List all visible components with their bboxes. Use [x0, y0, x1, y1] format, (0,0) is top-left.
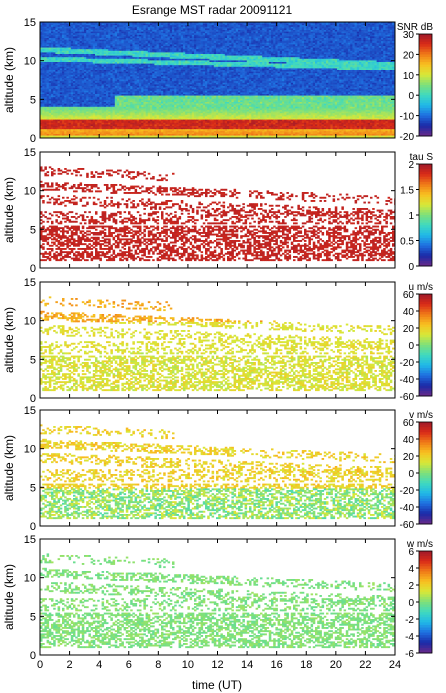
y-tick-label: 0	[30, 521, 36, 533]
colorbar-tick-label: -20	[400, 486, 415, 497]
y-tick-label: 10	[24, 573, 36, 585]
colorbar-tick-label: 0.5	[400, 237, 414, 248]
colorbar-tick-label: 6	[408, 547, 414, 558]
panel-v: 0 5 10 15 altitude (km) 60 40 20 0 -20 -40 -60 v m/s	[2, 405, 433, 533]
colorbar-tick-label: -20	[400, 132, 415, 143]
y-axis-label: altitude (km)	[2, 435, 16, 501]
colorbar-tick-label: 40	[403, 307, 415, 318]
y-tick-label: 0	[30, 133, 36, 145]
x-tick-label: 0	[37, 659, 43, 671]
colorbar-tick-label: 2	[408, 160, 414, 171]
panel-tau: 0 5 10 15 altitude (km) 2 1.5 1 0.5 0 tau S	[2, 147, 433, 275]
heatmap-w	[40, 553, 395, 649]
colorbar-tick-label: 10	[403, 71, 415, 82]
x-tick-label: 6	[126, 659, 132, 671]
colorbar-tick-label: -4	[405, 632, 414, 643]
y-tick-label: 5	[30, 94, 36, 106]
panel-snr: 0 5 10 15 altitude (km) 30 20 10 0 -10 -20 SNR dB	[2, 17, 433, 145]
colorbar-tick-label: 1	[408, 211, 414, 222]
y-tick-label: 10	[24, 56, 36, 68]
x-axis-label: time (UT)	[192, 678, 242, 692]
colorbar-tick-label: 0	[408, 598, 414, 609]
colorbar-tau: 2 1.5 1 0.5 0 tau S	[400, 152, 433, 273]
y-tick-label: 15	[24, 405, 36, 417]
colorbar-tick-label: 40	[403, 435, 415, 446]
colorbar-tick-label: 20	[403, 324, 415, 335]
y-axis-label: altitude (km)	[2, 47, 16, 113]
colorbar-tick-label: 60	[403, 290, 415, 301]
colorbar-tick-label: 1.5	[400, 186, 414, 197]
colorbar-tick-label: -60	[400, 392, 415, 403]
colorbar-label: w m/s	[406, 539, 433, 550]
figure-title: Esrange MST radar 20091121	[132, 3, 293, 17]
panel-u: 0 5 10 15 altitude (km) 60 40 20 0 -20 -40 -60 u m/s	[2, 277, 433, 405]
colorbar-tick-label: -40	[400, 503, 415, 514]
y-tick-label: 0	[30, 650, 36, 662]
y-tick-label: 0	[30, 393, 36, 405]
y-tick-label: 10	[24, 316, 36, 328]
y-tick-label: 5	[30, 611, 36, 623]
colorbar-tick-label: -10	[400, 112, 415, 123]
y-tick-label: 5	[30, 224, 36, 236]
y-tick-label: 5	[30, 354, 36, 366]
x-tick-label: 20	[330, 659, 342, 671]
colorbar-u: 60 40 20 0 -20 -40 -60 u m/s	[400, 282, 433, 403]
x-tick-label: 10	[182, 659, 194, 671]
colorbar-tick-label: 4	[408, 564, 414, 575]
heatmap-u	[40, 296, 395, 392]
colorbar-label: SNR dB	[397, 22, 433, 33]
x-tick-label: 22	[359, 659, 371, 671]
colorbar-tick-label: -2	[405, 615, 414, 626]
colorbar-tick-label: 2	[408, 581, 414, 592]
colorbar-label: tau S	[410, 152, 434, 163]
heatmap-snr	[40, 22, 395, 138]
y-axis-label: altitude (km)	[2, 564, 16, 630]
y-tick-label: 10	[24, 444, 36, 456]
colorbar-label: u m/s	[409, 282, 433, 293]
x-tick-label: 8	[155, 659, 161, 671]
colorbar-tick-label: -20	[400, 358, 415, 369]
colorbar-tick-label: 30	[403, 30, 415, 41]
x-tick-label: 24	[389, 659, 401, 671]
x-tick-label: 14	[241, 659, 253, 671]
x-tick-label: 12	[211, 659, 223, 671]
colorbar-tick-label: 20	[403, 50, 415, 61]
colorbar-snr: 30 20 10 0 -10 -20 SNR dB	[397, 22, 433, 143]
colorbar-tick-label: -60	[400, 520, 415, 531]
y-tick-label: 5	[30, 482, 36, 494]
colorbar-v: 60 40 20 0 -20 -40 -60 v m/s	[400, 410, 433, 531]
y-axis-label: altitude (km)	[2, 307, 16, 373]
x-tick-label: 4	[96, 659, 102, 671]
colorbar-tick-label: 0	[408, 469, 414, 480]
y-tick-label: 15	[24, 277, 36, 289]
y-tick-label: 0	[30, 263, 36, 275]
colorbar-w: 6 4 2 0 -2 -4 -6 w m/s	[405, 539, 433, 660]
heatmap-v	[40, 424, 395, 520]
colorbar-tick-label: 0	[408, 341, 414, 352]
colorbar-tick-label: 20	[403, 452, 415, 463]
colorbar-label: v m/s	[409, 410, 433, 421]
x-tick-label: 18	[300, 659, 312, 671]
y-axis-label: altitude (km)	[2, 177, 16, 243]
colorbar-tick-label: 0	[408, 91, 414, 102]
x-tick-label: 2	[67, 659, 73, 671]
colorbar-tick-label: 0	[408, 262, 414, 273]
heatmap-tau	[40, 166, 395, 262]
colorbar-tick-label: -6	[405, 649, 414, 660]
y-tick-label: 15	[24, 147, 36, 159]
colorbar-tick-label: -40	[400, 375, 415, 386]
y-tick-label: 10	[24, 186, 36, 198]
colorbar-tick-label: 60	[403, 418, 415, 429]
x-tick-label: 16	[271, 659, 283, 671]
y-tick-label: 15	[24, 17, 36, 29]
y-tick-label: 15	[24, 534, 36, 546]
